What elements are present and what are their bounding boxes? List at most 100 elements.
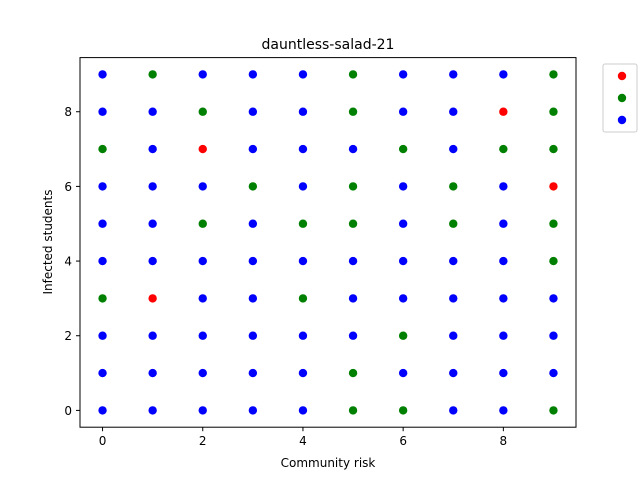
data-point bbox=[549, 406, 558, 415]
data-point bbox=[148, 368, 157, 378]
data-point bbox=[198, 107, 207, 116]
data-point bbox=[398, 144, 408, 154]
data-point bbox=[98, 256, 107, 266]
data-point bbox=[198, 70, 207, 79]
x-axis-label: Community risk bbox=[281, 456, 376, 470]
data-point bbox=[549, 294, 558, 303]
x-tick-label: 4 bbox=[299, 434, 307, 448]
data-point bbox=[549, 144, 558, 154]
data-point bbox=[148, 256, 157, 266]
data-point bbox=[298, 256, 308, 266]
data-point bbox=[98, 368, 107, 378]
data-point bbox=[248, 219, 258, 228]
data-point bbox=[398, 70, 408, 79]
data-point bbox=[298, 107, 308, 116]
data-point bbox=[298, 331, 308, 340]
data-point bbox=[98, 331, 107, 340]
data-point bbox=[248, 144, 258, 154]
y-tick-label: 8 bbox=[64, 105, 72, 119]
data-point bbox=[248, 294, 258, 303]
data-point bbox=[348, 70, 358, 79]
data-point bbox=[98, 182, 107, 191]
data-point bbox=[248, 256, 258, 266]
data-point bbox=[298, 294, 308, 303]
y-tick-label: 2 bbox=[64, 329, 72, 343]
data-point bbox=[449, 107, 458, 116]
x-tick-label: 6 bbox=[399, 434, 407, 448]
data-point bbox=[298, 182, 308, 191]
x-tick-label: 2 bbox=[199, 434, 207, 448]
data-point bbox=[198, 331, 207, 340]
data-point bbox=[549, 107, 558, 116]
data-point bbox=[449, 219, 458, 228]
data-point bbox=[499, 406, 508, 415]
data-point bbox=[549, 256, 558, 266]
data-point bbox=[449, 256, 458, 266]
data-point bbox=[198, 294, 207, 303]
data-point bbox=[98, 107, 107, 116]
data-point bbox=[148, 331, 157, 340]
data-point bbox=[198, 368, 207, 378]
data-point bbox=[248, 406, 258, 415]
x-tick-label: 0 bbox=[99, 434, 107, 448]
data-point bbox=[298, 144, 308, 154]
y-axis-ticks: 0 2 4 6 8 bbox=[64, 105, 80, 418]
data-point bbox=[148, 219, 157, 228]
data-point bbox=[449, 406, 458, 415]
data-point bbox=[148, 406, 157, 415]
data-point bbox=[348, 331, 358, 340]
data-point bbox=[248, 368, 258, 378]
y-tick-label: 4 bbox=[64, 255, 72, 269]
y-tick-label: 6 bbox=[64, 180, 72, 194]
data-point bbox=[198, 144, 207, 154]
data-point bbox=[98, 406, 107, 415]
data-point bbox=[298, 406, 308, 415]
data-point bbox=[248, 331, 258, 340]
data-point bbox=[398, 294, 408, 303]
data-point bbox=[398, 406, 408, 415]
data-point bbox=[549, 368, 558, 378]
y-axis-label: Infected students bbox=[41, 190, 55, 295]
plot-points bbox=[98, 70, 558, 415]
data-point bbox=[499, 294, 508, 303]
data-point bbox=[398, 368, 408, 378]
legend-marker bbox=[617, 115, 627, 125]
data-point bbox=[499, 182, 508, 191]
data-point bbox=[148, 144, 157, 154]
data-point bbox=[298, 368, 308, 378]
data-point bbox=[499, 331, 508, 340]
data-point bbox=[248, 70, 258, 79]
data-point bbox=[499, 368, 508, 378]
data-point bbox=[398, 182, 408, 191]
data-point bbox=[348, 368, 358, 378]
x-tick-label: 8 bbox=[500, 434, 508, 448]
data-point bbox=[298, 70, 308, 79]
data-point bbox=[248, 107, 258, 116]
data-point bbox=[549, 182, 558, 191]
data-point bbox=[148, 107, 157, 116]
data-point bbox=[348, 294, 358, 303]
data-point bbox=[348, 256, 358, 266]
data-point bbox=[98, 294, 107, 303]
data-point bbox=[499, 144, 508, 154]
data-point bbox=[449, 144, 458, 154]
data-point bbox=[449, 70, 458, 79]
data-point bbox=[348, 219, 358, 228]
data-point bbox=[499, 256, 508, 266]
data-point bbox=[298, 219, 308, 228]
data-point bbox=[398, 219, 408, 228]
data-point bbox=[449, 331, 458, 340]
data-point bbox=[449, 368, 458, 378]
legend-marker bbox=[617, 71, 627, 81]
data-point bbox=[398, 331, 408, 340]
data-point bbox=[449, 182, 458, 191]
data-point bbox=[449, 294, 458, 303]
data-point bbox=[549, 331, 558, 340]
data-point bbox=[198, 219, 207, 228]
legend bbox=[602, 63, 638, 133]
data-point bbox=[499, 107, 508, 116]
y-tick-label: 0 bbox=[64, 404, 72, 418]
data-point bbox=[398, 256, 408, 266]
data-point bbox=[198, 256, 207, 266]
data-point bbox=[148, 294, 157, 303]
